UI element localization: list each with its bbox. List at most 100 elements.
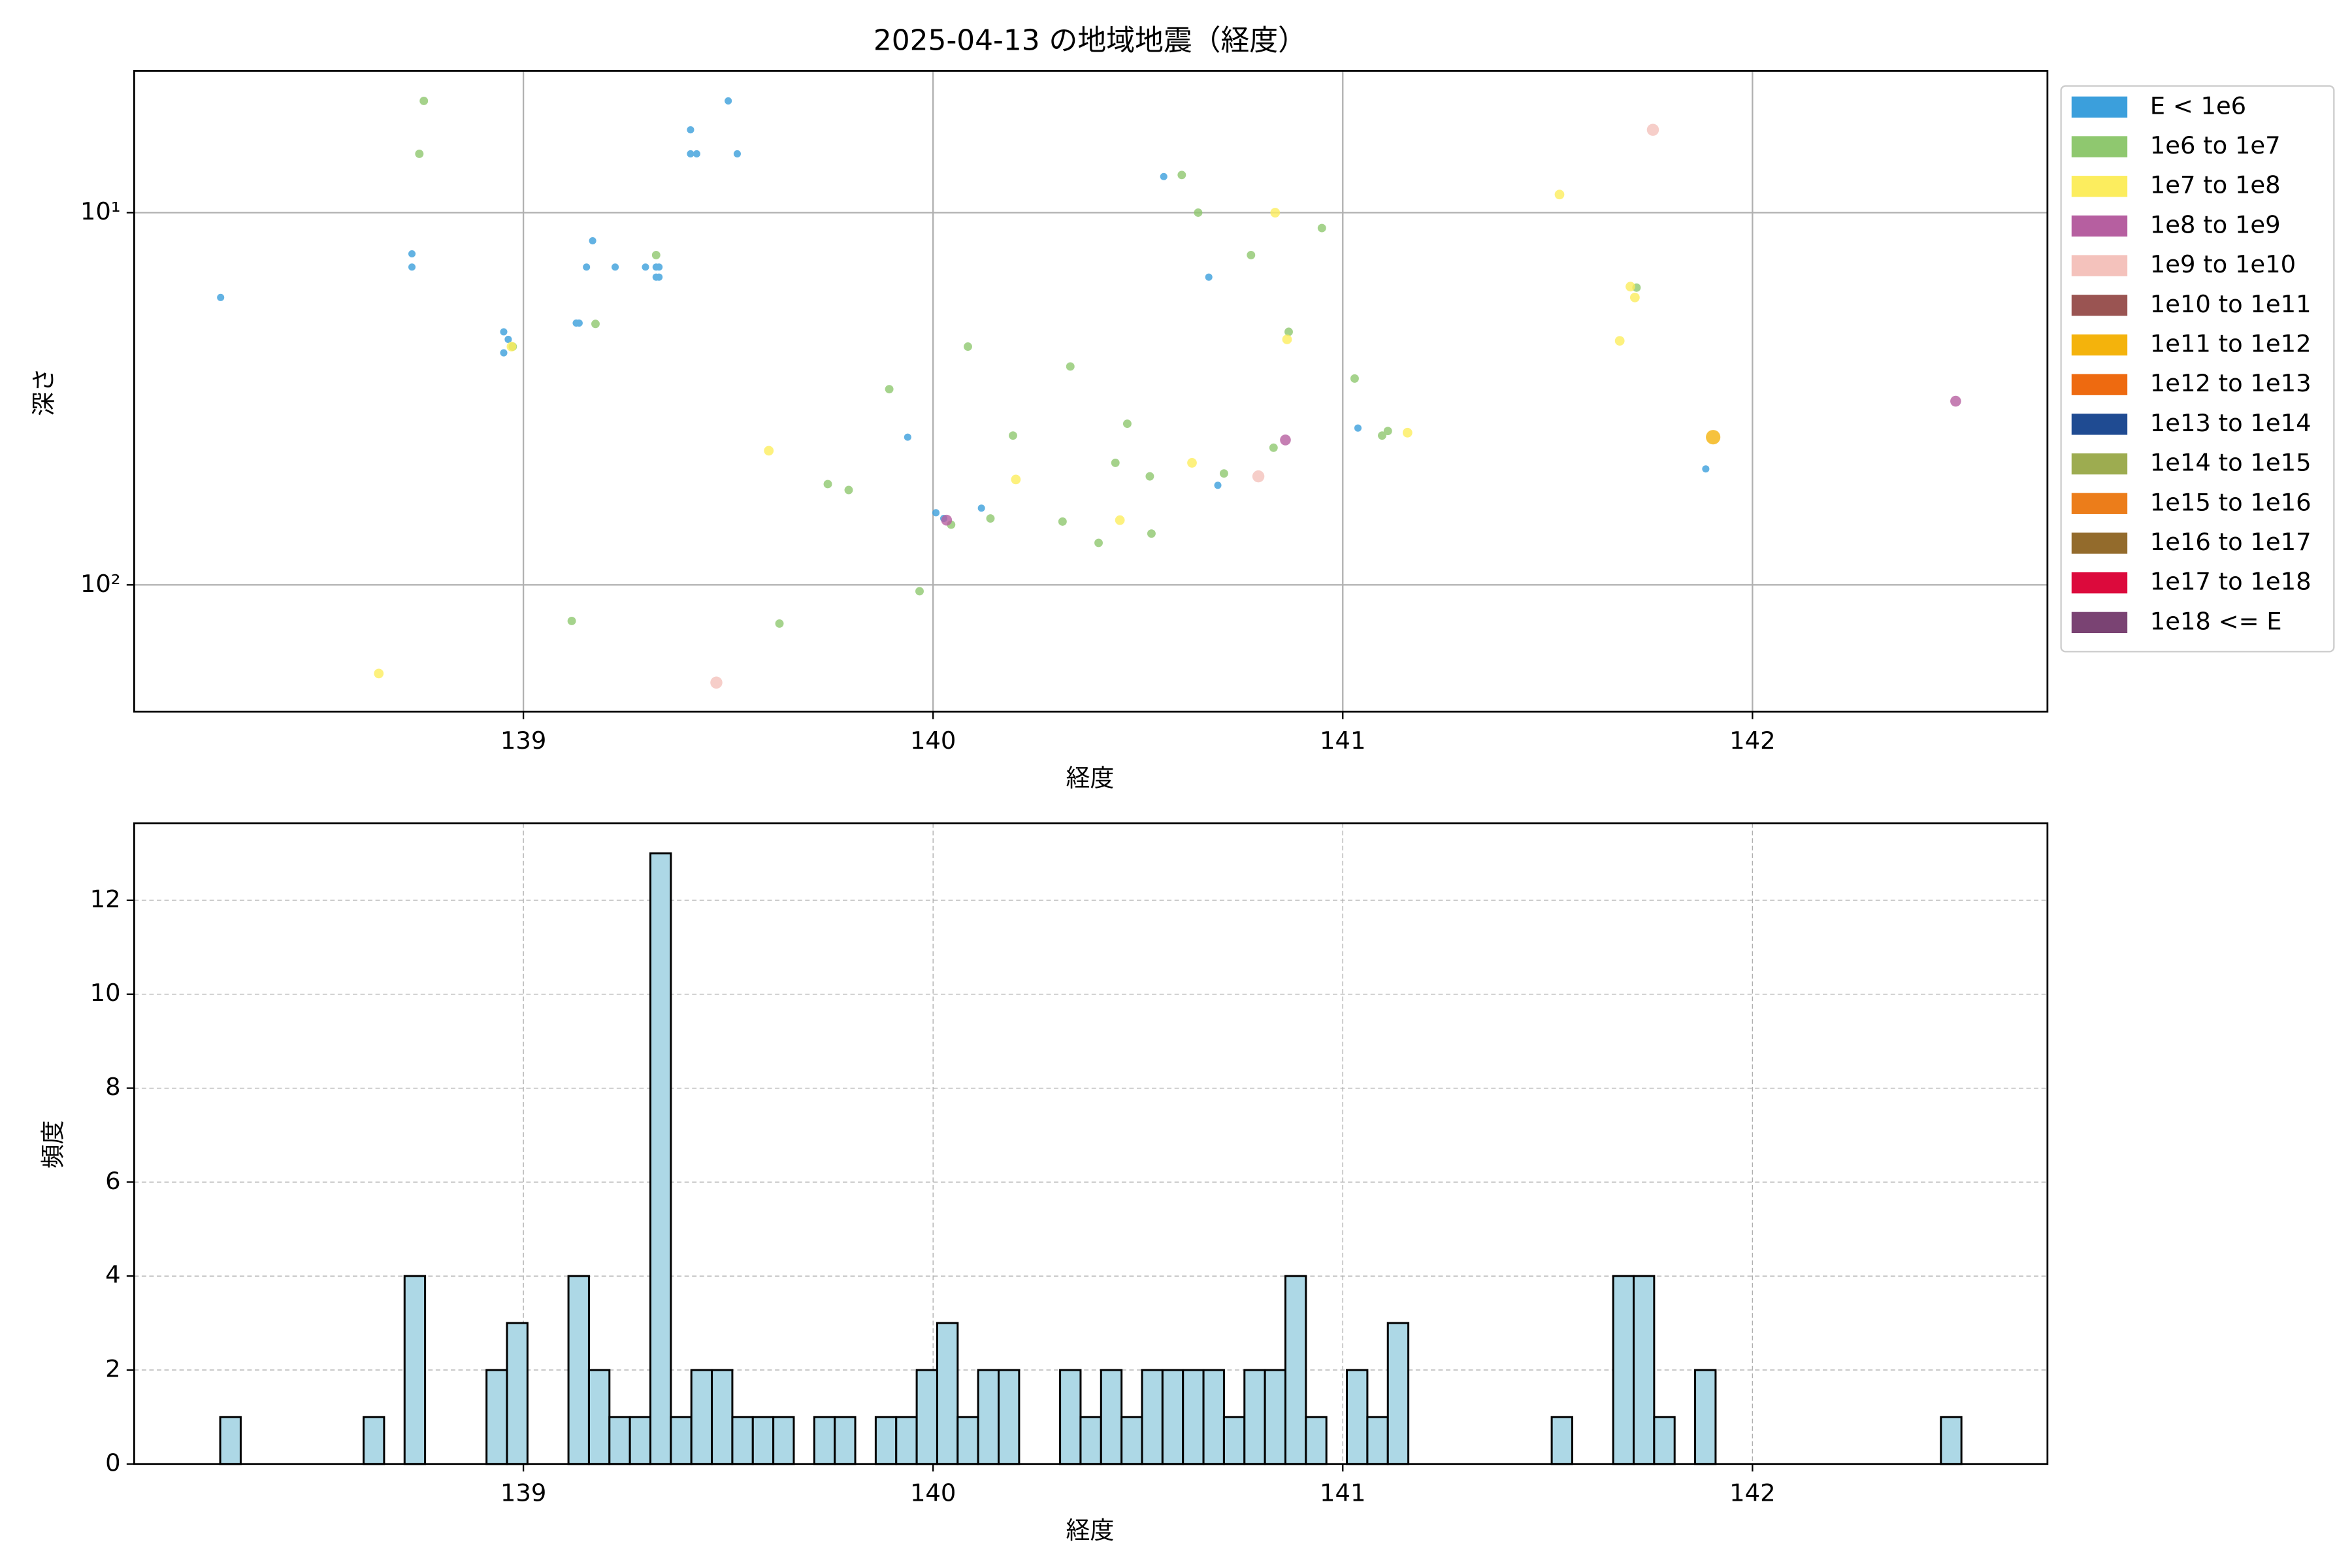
point <box>1950 395 1961 407</box>
legend-swatch <box>2071 136 2128 157</box>
point <box>1122 419 1132 429</box>
legend-label: 1e14 to 1e15 <box>2150 449 2311 477</box>
legend-label: 1e9 to 1e10 <box>2150 250 2296 278</box>
point <box>1160 172 1168 180</box>
point <box>1317 223 1326 233</box>
point <box>504 335 512 344</box>
point <box>642 263 649 271</box>
point <box>1194 208 1203 217</box>
point <box>1282 335 1292 344</box>
point <box>687 150 694 157</box>
point <box>1252 470 1265 483</box>
bar <box>1120 1416 1143 1465</box>
bars <box>219 852 1963 1465</box>
legend-swatch <box>2071 255 2128 276</box>
bar <box>1182 1369 1205 1465</box>
legend-swatch <box>2071 334 2128 356</box>
legend: E < 1e6 1e6 to 1e7 1e7 to 1e8 1e8 to 1e9 1e9… <box>2060 85 2335 653</box>
bar <box>874 1416 898 1465</box>
point <box>1011 474 1021 485</box>
point <box>1111 458 1120 467</box>
bar <box>587 1369 611 1465</box>
legend-label: 1e10 to 1e11 <box>2150 290 2311 318</box>
bar <box>1346 1369 1369 1465</box>
point <box>1284 327 1293 336</box>
legend-swatch <box>2071 96 2128 118</box>
bar <box>1612 1275 1635 1465</box>
point <box>1219 469 1228 478</box>
legend-label: 1e13 to 1e14 <box>2150 409 2311 437</box>
point <box>1269 443 1278 452</box>
point <box>1350 374 1359 383</box>
bar <box>1222 1416 1246 1465</box>
point <box>1214 482 1222 489</box>
plot-frame <box>133 822 2049 1465</box>
point <box>885 385 894 394</box>
point <box>1625 282 1635 292</box>
point <box>591 319 600 329</box>
point <box>1147 529 1156 538</box>
point <box>977 504 985 512</box>
legend-label: 1e12 to 1e13 <box>2150 369 2311 397</box>
bar <box>1161 1369 1184 1465</box>
bar <box>1079 1416 1102 1465</box>
bar <box>956 1416 979 1465</box>
y-tick-label: 10 <box>90 979 121 1007</box>
point <box>775 619 784 628</box>
legend-swatch <box>2071 453 2128 475</box>
bar <box>711 1369 734 1465</box>
point <box>408 250 416 258</box>
point <box>1354 424 1362 432</box>
x-tick-label: 142 <box>1729 727 1775 755</box>
bar <box>567 1275 590 1465</box>
point <box>1280 434 1291 446</box>
point <box>500 349 508 357</box>
bar <box>1940 1416 1963 1465</box>
bar <box>998 1369 1021 1465</box>
x-axis-label: 経度 <box>1066 764 1115 792</box>
legend-swatch <box>2071 295 2128 316</box>
point <box>1187 458 1197 468</box>
legend-swatch <box>2071 612 2128 633</box>
point <box>687 126 694 134</box>
legend-label: 1e16 to 1e17 <box>2150 528 2311 556</box>
bar <box>751 1416 775 1465</box>
bar <box>670 1416 693 1465</box>
point <box>1247 250 1256 259</box>
legend-label: 1e17 to 1e18 <box>2150 568 2311 596</box>
x-tick-label: 141 <box>1320 727 1365 755</box>
point <box>986 514 995 523</box>
bar <box>915 1369 938 1465</box>
point <box>1378 431 1386 440</box>
bar <box>219 1416 242 1465</box>
bar <box>1653 1416 1676 1465</box>
point <box>500 328 508 336</box>
x-tick-label: 142 <box>1729 1478 1775 1507</box>
x-tick-label: 140 <box>910 727 956 755</box>
plot-frame <box>133 70 2049 713</box>
point <box>764 446 774 456</box>
bar <box>1202 1369 1225 1465</box>
bar <box>1141 1369 1164 1465</box>
bar <box>506 1322 529 1465</box>
x-tick-label: 140 <box>910 1478 956 1507</box>
legend-label: 1e15 to 1e16 <box>2150 488 2311 516</box>
bar <box>1366 1416 1389 1465</box>
point <box>575 319 583 327</box>
point <box>1094 538 1103 547</box>
point <box>1066 362 1075 371</box>
point <box>506 342 517 351</box>
point <box>823 480 832 489</box>
point <box>408 263 416 271</box>
legend-label: 1e18 <= E <box>2150 607 2282 635</box>
bar <box>977 1369 1000 1465</box>
point <box>1646 123 1659 136</box>
bar <box>1100 1369 1123 1465</box>
x-tick-label: 139 <box>500 727 546 755</box>
legend-label: 1e11 to 1e12 <box>2150 330 2311 358</box>
point <box>1177 171 1186 180</box>
point <box>693 150 700 157</box>
bar <box>1305 1416 1328 1465</box>
series <box>415 97 1641 628</box>
point <box>1702 465 1710 473</box>
